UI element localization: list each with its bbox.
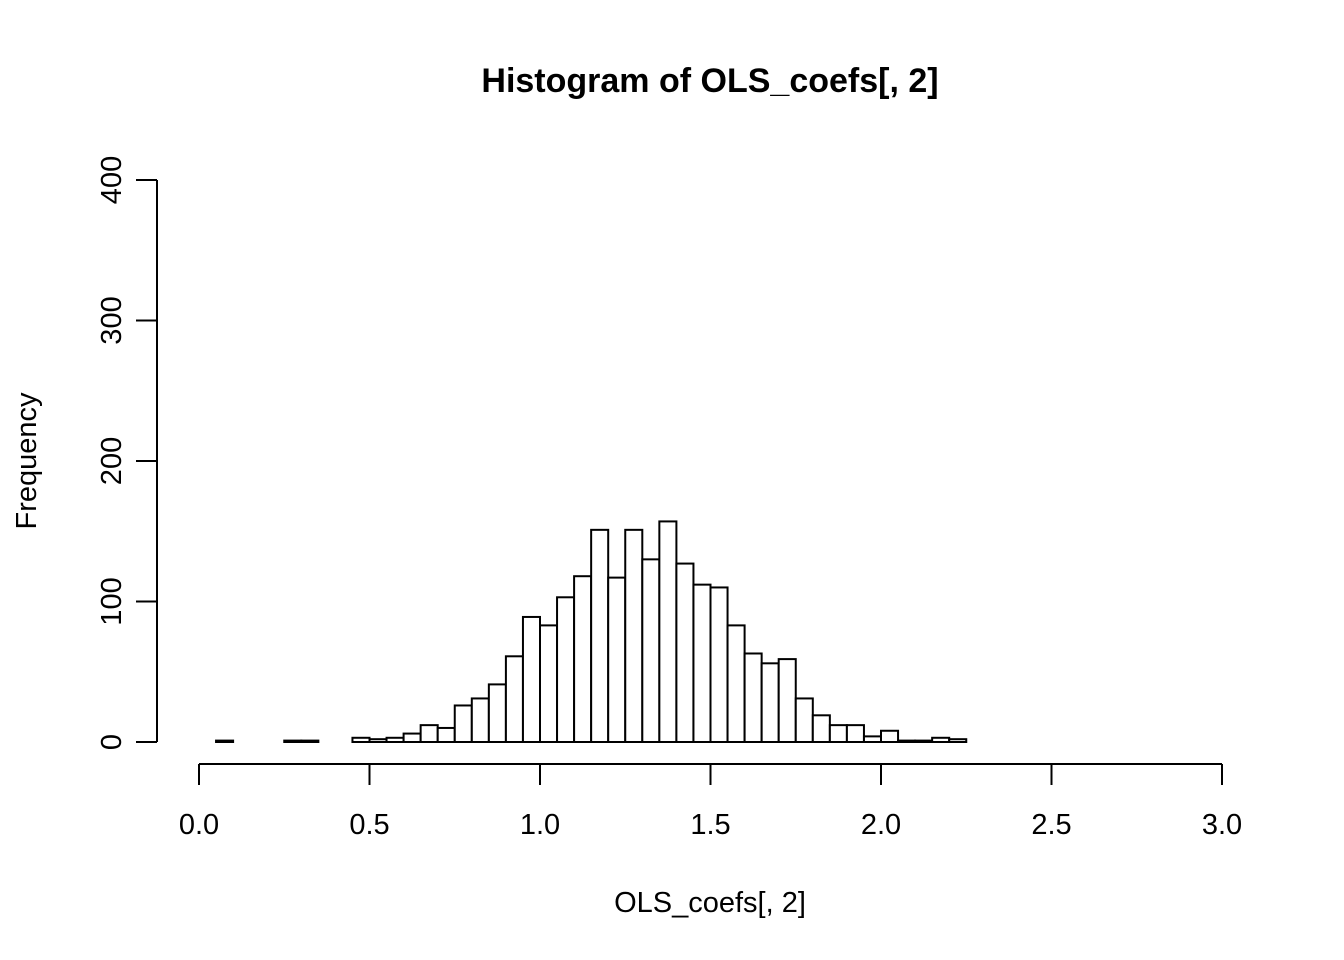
histogram-bar <box>692 583 712 744</box>
x-tick-label: 0.5 <box>349 809 389 841</box>
histogram-bar <box>811 714 831 743</box>
y-tick-label: 200 <box>96 437 128 485</box>
histogram-bar <box>436 726 456 744</box>
histogram-bar <box>658 520 678 743</box>
histogram-bar <box>539 624 559 744</box>
x-axis-label: OLS_coefs[, 2] <box>614 887 806 919</box>
y-tick-label: 0 <box>96 734 128 750</box>
histogram-bar <box>521 615 542 744</box>
histogram-bar <box>402 732 422 744</box>
histogram-bar <box>556 596 576 743</box>
histogram-bar <box>453 704 473 743</box>
histogram-bar <box>590 528 610 743</box>
y-tick-label: 100 <box>96 577 128 625</box>
histogram-bar <box>368 738 388 744</box>
histogram-bar <box>470 697 490 744</box>
histogram-bar <box>845 724 865 744</box>
histogram-bar <box>283 739 303 743</box>
histogram-bar <box>351 736 371 743</box>
histogram-bar <box>931 736 951 743</box>
histogram-bar <box>743 652 763 743</box>
histogram-bar <box>487 683 507 744</box>
histogram-bar <box>862 735 883 744</box>
histogram-bar <box>880 729 900 744</box>
histogram-bar <box>897 739 917 743</box>
histogram-bar <box>215 739 235 743</box>
histogram-bar <box>777 658 797 743</box>
y-tick-label: 300 <box>96 296 128 344</box>
y-tick-label: 400 <box>96 156 128 204</box>
histogram-bar <box>828 724 848 744</box>
x-tick-label: 1.0 <box>520 809 560 841</box>
x-tick-label: 3.0 <box>1202 809 1242 841</box>
x-tick-label: 2.5 <box>1031 809 1071 841</box>
histogram-bar <box>726 624 746 744</box>
histogram-bar <box>607 576 627 743</box>
histogram-bar <box>624 528 644 743</box>
x-tick-label: 2.0 <box>861 809 901 841</box>
histogram-bar <box>385 736 405 743</box>
histogram-bar <box>300 739 320 743</box>
histogram-bar <box>760 662 780 744</box>
histogram-bar <box>641 558 661 743</box>
histogram-bar <box>794 697 814 744</box>
x-axis: 0.0 0.5 1.0 1.5 2.0 2.5 3.0 <box>179 763 1242 841</box>
histogram-bar <box>504 655 524 743</box>
x-tick-label: 1.5 <box>690 809 730 841</box>
y-axis-label: Frequency <box>11 392 43 530</box>
x-tick-label: 0.0 <box>179 809 219 841</box>
histogram-bar <box>709 586 729 744</box>
histogram-bar <box>948 738 968 744</box>
histogram-bar <box>914 739 934 743</box>
histogram-bar <box>419 724 439 744</box>
y-axis: 0 100 200 300 400 <box>96 156 158 750</box>
chart-title: Histogram of OLS_coefs[, 2] <box>481 62 938 100</box>
histogram-bar <box>573 575 593 744</box>
bars-group <box>215 520 968 744</box>
histogram-bar <box>675 562 695 743</box>
